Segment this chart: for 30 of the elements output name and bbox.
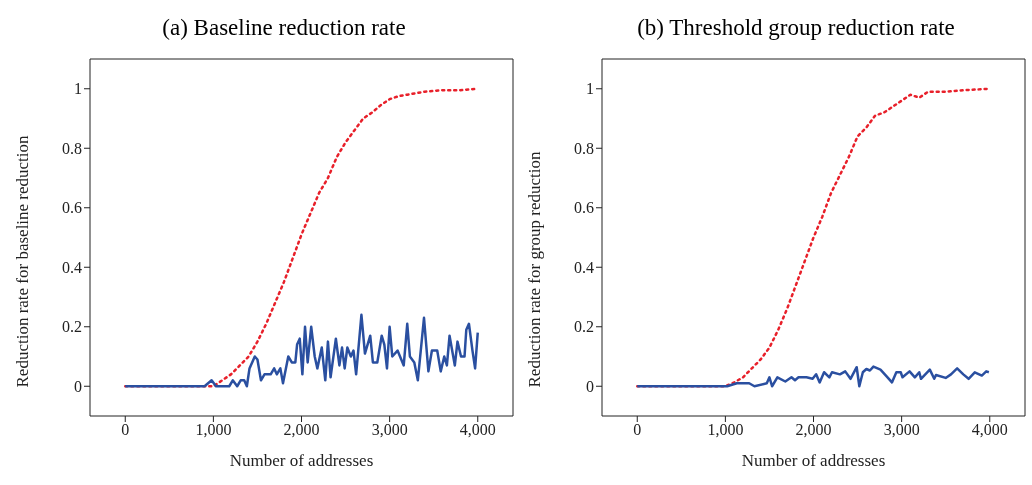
x-axis-title: Number of addresses — [229, 451, 374, 470]
chart-title: (a) Baseline reduction rate — [161, 14, 407, 42]
y-tick-label: 0.8 — [62, 139, 82, 157]
x-tick-label: 0 — [121, 421, 130, 439]
y-tick-label: 1 — [74, 80, 82, 98]
x-tick-label: 1,000 — [707, 421, 744, 439]
x-tick-label: 3,000 — [371, 421, 408, 439]
y-axis-title: Reduction rate for baseline reduction — [13, 134, 33, 388]
y-tick-label: 0.6 — [574, 199, 594, 217]
x-tick-label: 3,000 — [883, 421, 920, 439]
line-series — [124, 313, 479, 388]
y-tick-label: 0.8 — [574, 139, 594, 157]
y-tick-label: 0 — [74, 377, 82, 395]
x-tick-label: 1,000 — [195, 421, 232, 439]
y-tick-label: 0.6 — [62, 199, 82, 217]
x-tick-label: 2,000 — [283, 421, 320, 439]
y-tick-label: 0.4 — [574, 258, 594, 276]
y-tick-label: 0.2 — [62, 318, 82, 336]
x-tick-label: 0 — [633, 421, 642, 439]
y-tick-label: 0 — [586, 377, 594, 395]
chart-title: (b) Threshold group reduction rate — [636, 14, 956, 42]
x-axis-title: Number of addresses — [741, 451, 886, 470]
y-tick-label: 0.4 — [62, 258, 82, 276]
x-tick-label: 4,000 — [971, 421, 1008, 439]
line-series — [636, 365, 991, 388]
y-axis-title: Reduction rate for group reduction — [525, 150, 545, 388]
y-tick-label: 1 — [586, 80, 594, 98]
x-tick-label: 2,000 — [795, 421, 832, 439]
y-tick-label: 0.2 — [574, 318, 594, 336]
x-tick-label: 4,000 — [459, 421, 496, 439]
